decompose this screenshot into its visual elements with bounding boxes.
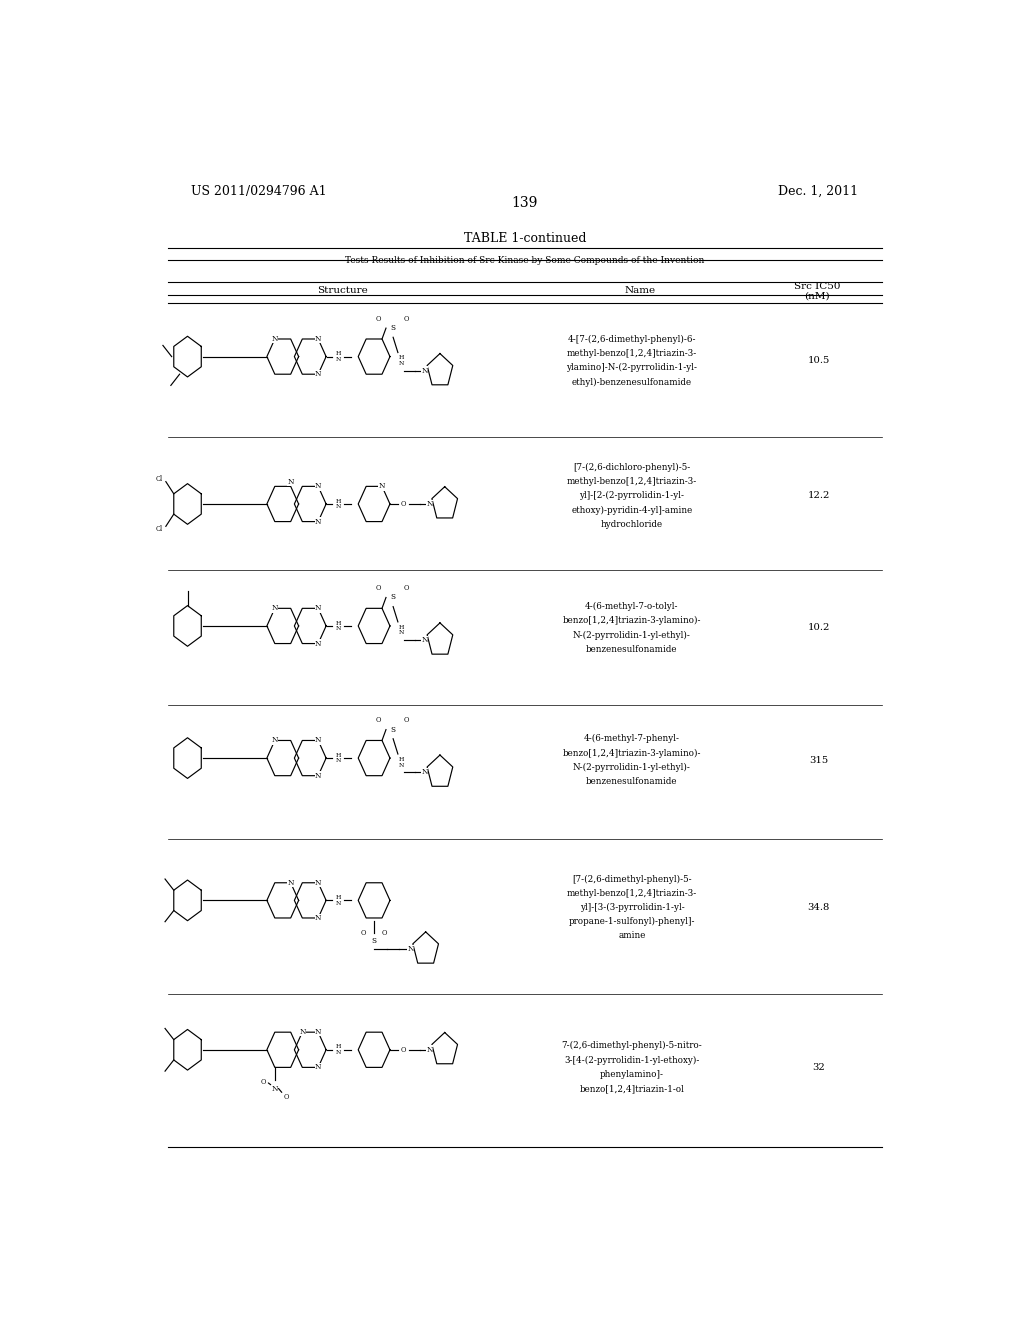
Text: Src IC50: Src IC50 (794, 282, 840, 292)
Text: ethyl)-benzenesulfonamide: ethyl)-benzenesulfonamide (571, 378, 692, 387)
Text: benzenesulfonamide: benzenesulfonamide (586, 777, 678, 785)
Text: benzenesulfonamide: benzenesulfonamide (586, 645, 678, 653)
Text: ethoxy)-pyridin-4-yl]-amine: ethoxy)-pyridin-4-yl]-amine (571, 506, 692, 515)
Text: yl]-[3-(3-pyrrolidin-1-yl-: yl]-[3-(3-pyrrolidin-1-yl- (580, 903, 684, 912)
Text: 7-(2,6-dimethyl-phenyl)-5-nitro-: 7-(2,6-dimethyl-phenyl)-5-nitro- (561, 1041, 702, 1051)
Text: methyl-benzo[1,2,4]triazin-3-: methyl-benzo[1,2,4]triazin-3- (567, 888, 697, 898)
Text: phenylamino]-: phenylamino]- (600, 1069, 664, 1078)
Text: N: N (315, 482, 322, 490)
Text: methyl-benzo[1,2,4]triazin-3-: methyl-benzo[1,2,4]triazin-3- (567, 348, 697, 358)
Text: N: N (315, 1028, 322, 1036)
Text: S: S (390, 594, 395, 602)
Text: N: N (315, 1064, 322, 1072)
Text: S: S (390, 325, 395, 333)
Text: H
N: H N (336, 1044, 341, 1055)
Text: O: O (261, 1078, 266, 1086)
Text: N: N (315, 371, 322, 379)
Text: S: S (390, 726, 395, 734)
Text: O: O (284, 1093, 289, 1101)
Text: Tests Results of Inhibition of Src Kinase by Some Compounds of the Invention: Tests Results of Inhibition of Src Kinas… (345, 256, 705, 265)
Text: TABLE 1-continued: TABLE 1-continued (464, 231, 586, 244)
Text: ylamino]-N-(2-pyrrolidin-1-yl-: ylamino]-N-(2-pyrrolidin-1-yl- (566, 363, 697, 372)
Text: propane-1-sulfonyl)-phenyl]-: propane-1-sulfonyl)-phenyl]- (568, 917, 695, 927)
Text: N: N (426, 500, 433, 508)
Text: O: O (400, 1045, 407, 1053)
Text: Cl: Cl (155, 475, 162, 483)
Text: Structure: Structure (316, 286, 368, 296)
Text: O: O (403, 585, 410, 593)
Text: O: O (403, 315, 410, 323)
Text: 139: 139 (512, 195, 538, 210)
Text: 3-[4-(2-pyrrolidin-1-yl-ethoxy)-: 3-[4-(2-pyrrolidin-1-yl-ethoxy)- (564, 1056, 699, 1064)
Text: O: O (400, 500, 407, 508)
Text: N: N (288, 879, 294, 887)
Text: N: N (271, 1085, 278, 1093)
Text: 10.5: 10.5 (807, 356, 829, 366)
Text: N: N (299, 1028, 305, 1036)
Text: 12.2: 12.2 (807, 491, 829, 500)
Text: [7-(2,6-dimethyl-phenyl)-5-: [7-(2,6-dimethyl-phenyl)-5- (572, 874, 692, 883)
Text: yl]-[2-(2-pyrrolidin-1-yl-: yl]-[2-(2-pyrrolidin-1-yl- (580, 491, 684, 500)
Text: H
N: H N (336, 351, 341, 362)
Text: US 2011/0294796 A1: US 2011/0294796 A1 (191, 185, 327, 198)
Text: N: N (426, 1045, 433, 1053)
Text: O: O (403, 717, 410, 725)
Text: 4-(6-methyl-7-phenyl-: 4-(6-methyl-7-phenyl- (584, 734, 680, 743)
Text: 32: 32 (812, 1063, 824, 1072)
Text: Cl: Cl (155, 525, 162, 533)
Text: N: N (315, 737, 322, 744)
Text: H
N: H N (336, 752, 341, 763)
Text: N-(2-pyrrolidin-1-yl-ethyl)-: N-(2-pyrrolidin-1-yl-ethyl)- (573, 763, 691, 772)
Text: O: O (376, 315, 382, 323)
Text: 10.2: 10.2 (807, 623, 829, 632)
Text: O: O (382, 929, 387, 937)
Text: amine: amine (618, 932, 645, 940)
Text: N: N (379, 482, 385, 490)
Text: H
N: H N (336, 499, 341, 510)
Text: N: N (271, 335, 278, 343)
Text: N: N (315, 335, 322, 343)
Text: 315: 315 (809, 755, 828, 764)
Text: benzo[1,2,4]triazin-1-ol: benzo[1,2,4]triazin-1-ol (580, 1084, 684, 1093)
Text: S: S (372, 937, 377, 945)
Text: Dec. 1, 2011: Dec. 1, 2011 (778, 185, 858, 198)
Text: 4-(6-methyl-7-o-tolyl-: 4-(6-methyl-7-o-tolyl- (585, 602, 679, 611)
Text: N: N (422, 636, 428, 644)
Text: O: O (376, 585, 382, 593)
Text: N: N (422, 367, 428, 375)
Text: N: N (315, 879, 322, 887)
Text: Name: Name (625, 286, 655, 296)
Text: 4-[7-(2,6-dimethyl-phenyl)-6-: 4-[7-(2,6-dimethyl-phenyl)-6- (567, 335, 696, 345)
Text: methyl-benzo[1,2,4]triazin-3-: methyl-benzo[1,2,4]triazin-3- (567, 477, 697, 486)
Text: O: O (361, 929, 367, 937)
Text: (nM): (nM) (804, 292, 829, 301)
Text: 34.8: 34.8 (807, 903, 829, 912)
Text: N: N (315, 605, 322, 612)
Text: [7-(2,6-dichloro-phenyl)-5-: [7-(2,6-dichloro-phenyl)-5- (573, 463, 690, 473)
Text: N: N (271, 737, 278, 744)
Text: hydrochloride: hydrochloride (601, 520, 663, 529)
Text: N: N (315, 913, 322, 923)
Text: H
N: H N (398, 355, 403, 366)
Text: N: N (422, 768, 428, 776)
Text: N: N (271, 605, 278, 612)
Text: benzo[1,2,4]triazin-3-ylamino)-: benzo[1,2,4]triazin-3-ylamino)- (562, 616, 701, 626)
Text: benzo[1,2,4]triazin-3-ylamino)-: benzo[1,2,4]triazin-3-ylamino)- (562, 748, 701, 758)
Text: N: N (288, 478, 294, 486)
Text: H
N: H N (336, 895, 341, 906)
Text: N-(2-pyrrolidin-1-yl-ethyl)-: N-(2-pyrrolidin-1-yl-ethyl)- (573, 631, 691, 640)
Text: O: O (376, 717, 382, 725)
Text: N: N (315, 640, 322, 648)
Text: H
N: H N (398, 624, 403, 635)
Text: N: N (315, 772, 322, 780)
Text: N: N (315, 517, 322, 525)
Text: H
N: H N (336, 620, 341, 631)
Text: H
N: H N (398, 756, 403, 767)
Text: N: N (408, 945, 414, 953)
